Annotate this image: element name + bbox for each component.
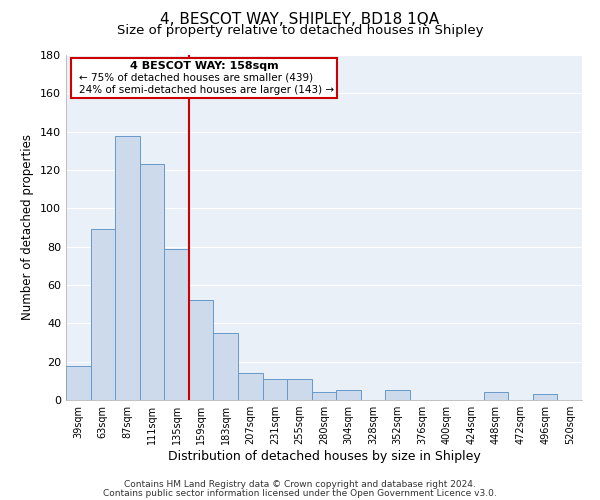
Bar — [189, 300, 214, 400]
Text: Contains public sector information licensed under the Open Government Licence v3: Contains public sector information licen… — [103, 488, 497, 498]
Bar — [140, 164, 164, 400]
Bar — [484, 392, 508, 400]
Text: ← 75% of detached houses are smaller (439): ← 75% of detached houses are smaller (43… — [79, 72, 313, 83]
Bar — [312, 392, 336, 400]
Bar — [385, 390, 410, 400]
Bar — [66, 366, 91, 400]
Bar — [91, 230, 115, 400]
Bar — [164, 248, 189, 400]
X-axis label: Distribution of detached houses by size in Shipley: Distribution of detached houses by size … — [167, 450, 481, 463]
Bar — [238, 373, 263, 400]
Text: 4, BESCOT WAY, SHIPLEY, BD18 1QA: 4, BESCOT WAY, SHIPLEY, BD18 1QA — [160, 12, 440, 28]
Text: 4 BESCOT WAY: 158sqm: 4 BESCOT WAY: 158sqm — [130, 60, 278, 70]
Bar — [287, 379, 312, 400]
Text: Size of property relative to detached houses in Shipley: Size of property relative to detached ho… — [117, 24, 483, 37]
Y-axis label: Number of detached properties: Number of detached properties — [22, 134, 34, 320]
Bar — [263, 379, 287, 400]
Bar — [533, 394, 557, 400]
Bar — [336, 390, 361, 400]
Text: Contains HM Land Registry data © Crown copyright and database right 2024.: Contains HM Land Registry data © Crown c… — [124, 480, 476, 489]
Bar — [214, 333, 238, 400]
Text: 24% of semi-detached houses are larger (143) →: 24% of semi-detached houses are larger (… — [79, 85, 334, 95]
FancyBboxPatch shape — [71, 58, 337, 98]
Bar — [115, 136, 140, 400]
